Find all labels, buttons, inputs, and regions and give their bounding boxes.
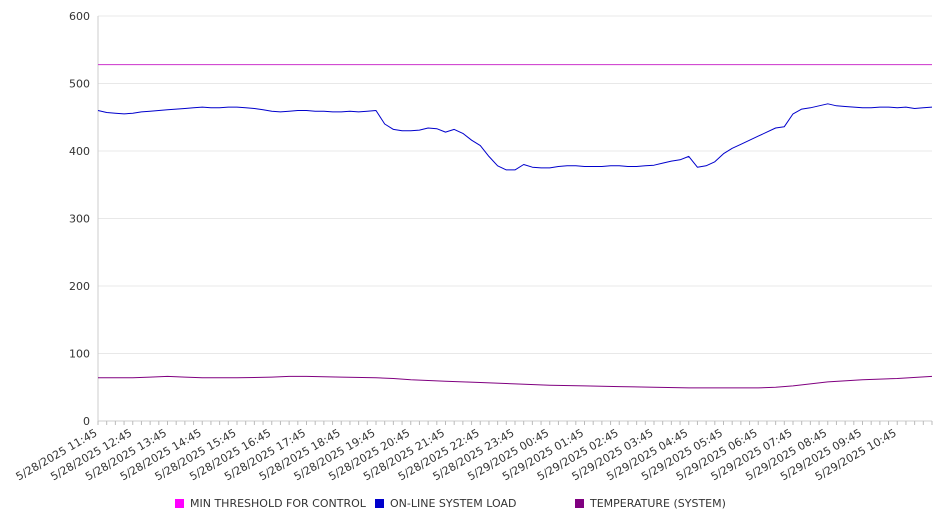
series-lines [97, 64, 933, 389]
y-tick-label: 200 [69, 280, 90, 293]
legend-label: MIN THRESHOLD FOR CONTROL [190, 497, 366, 510]
legend-item-min-threshold[interactable]: MIN THRESHOLD FOR CONTROL [175, 497, 366, 510]
y-tick-label: 600 [69, 10, 90, 23]
legend-swatch [175, 499, 184, 508]
legend-item-system-load[interactable]: ON-LINE SYSTEM LOAD [375, 497, 516, 510]
y-tick-label: 100 [69, 348, 90, 361]
legend-label: ON-LINE SYSTEM LOAD [390, 497, 517, 510]
y-tick-label: 0 [83, 415, 90, 428]
y-tick-label: 400 [69, 145, 90, 158]
on-line-system-load-line [97, 103, 933, 171]
legend-label: TEMPERATURE (SYSTEM) [590, 497, 726, 510]
legend: MIN THRESHOLD FOR CONTROL ON-LINE SYSTEM… [0, 497, 946, 515]
legend-item-temperature[interactable]: TEMPERATURE (SYSTEM) [575, 497, 726, 510]
axes [97, 16, 933, 425]
grid-lines [98, 15, 932, 354]
legend-swatch [375, 499, 384, 508]
y-tick-label: 500 [69, 78, 90, 91]
y-tick-labels: 0 100 200 300 400 500 600 [69, 10, 90, 428]
temperature-system-line [98, 375, 933, 389]
x-tick-labels: 5/28/2025 11:455/28/2025 12:455/28/2025 … [14, 426, 899, 483]
y-tick-label: 300 [69, 213, 90, 226]
legend-swatch [575, 499, 584, 508]
